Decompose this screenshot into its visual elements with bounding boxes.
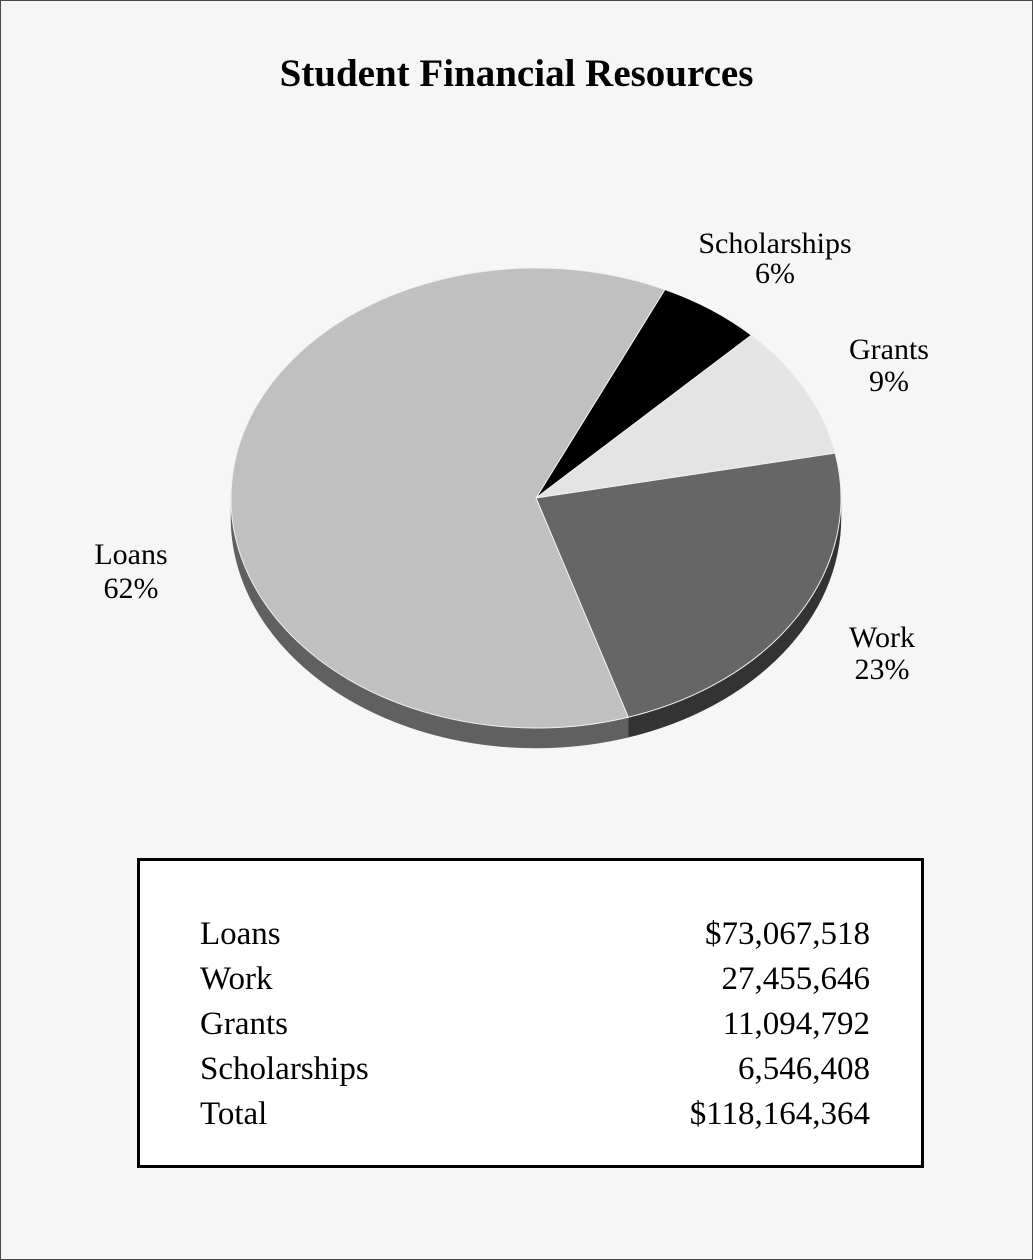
work-percent: 23% (855, 653, 910, 686)
loans-percent: 62% (104, 572, 159, 605)
slice-work (535, 452, 842, 718)
row-amount: 27,455,646 (721, 961, 871, 997)
row-amount: $118,164,364 (689, 1096, 870, 1132)
row-label: Loans (200, 916, 281, 952)
loans-label: Loans (94, 538, 167, 571)
row-amount: $73,067,518 (705, 916, 870, 952)
table-row: Grants 11,094,792 (200, 1006, 870, 1042)
slice-loans (230, 267, 666, 729)
grants-percent: 9% (869, 365, 909, 398)
grants-label: Grants (849, 333, 929, 366)
slice-grants (535, 334, 836, 499)
table-row: Total $118,164,364 (200, 1096, 870, 1132)
row-label: Grants (200, 1006, 288, 1042)
table-row: Work 27,455,646 (200, 961, 870, 997)
scholarships-percent: 6% (755, 257, 795, 290)
pie-top (230, 267, 842, 729)
row-label: Work (200, 961, 273, 997)
table-row: Loans $73,067,518 (200, 916, 870, 952)
summary-table: Loans $73,067,518 Work 27,455,646 Grants… (137, 858, 924, 1168)
row-label: Scholarships (200, 1051, 369, 1087)
work-label: Work (849, 621, 915, 654)
row-label: Total (200, 1096, 268, 1132)
row-amount: 11,094,792 (722, 1006, 870, 1042)
table-row: Scholarships 6,546,408 (200, 1051, 870, 1087)
chart-title: Student Financial Resources (279, 52, 754, 95)
row-amount: 6,546,408 (738, 1051, 870, 1087)
scholarships-label: Scholarships (698, 227, 851, 260)
